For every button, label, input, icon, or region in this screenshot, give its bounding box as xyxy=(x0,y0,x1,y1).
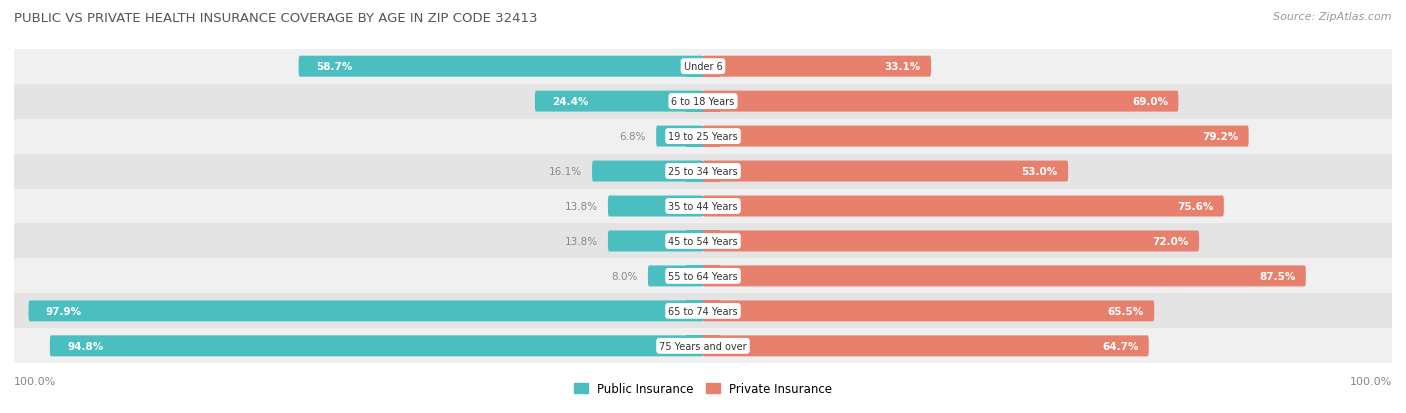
Text: 100.0%: 100.0% xyxy=(1350,376,1392,386)
FancyBboxPatch shape xyxy=(703,301,1154,322)
FancyBboxPatch shape xyxy=(298,57,703,78)
FancyBboxPatch shape xyxy=(703,126,1249,147)
Text: 72.0%: 72.0% xyxy=(1153,236,1188,247)
FancyBboxPatch shape xyxy=(703,161,1069,182)
Bar xyxy=(703,161,720,182)
Text: 94.8%: 94.8% xyxy=(67,341,104,351)
FancyBboxPatch shape xyxy=(703,196,1223,217)
Text: 24.4%: 24.4% xyxy=(553,97,589,107)
Text: 75.6%: 75.6% xyxy=(1177,202,1213,211)
Bar xyxy=(14,119,1392,154)
FancyBboxPatch shape xyxy=(703,266,1306,287)
Bar xyxy=(14,259,1392,294)
Bar xyxy=(14,50,1392,84)
Text: 100.0%: 100.0% xyxy=(14,376,56,386)
Text: 64.7%: 64.7% xyxy=(1102,341,1139,351)
Bar xyxy=(703,266,720,287)
Bar xyxy=(703,231,720,252)
Text: PUBLIC VS PRIVATE HEALTH INSURANCE COVERAGE BY AGE IN ZIP CODE 32413: PUBLIC VS PRIVATE HEALTH INSURANCE COVER… xyxy=(14,12,537,25)
Bar xyxy=(703,301,720,322)
Bar xyxy=(686,196,703,217)
Bar xyxy=(686,57,703,78)
Bar xyxy=(703,126,720,147)
Text: 65.5%: 65.5% xyxy=(1108,306,1144,316)
Text: 58.7%: 58.7% xyxy=(316,62,352,72)
Bar xyxy=(686,126,703,147)
Bar xyxy=(14,329,1392,363)
Text: 16.1%: 16.1% xyxy=(548,166,582,177)
Bar xyxy=(14,154,1392,189)
Bar xyxy=(703,91,720,112)
Text: 6.8%: 6.8% xyxy=(619,132,645,142)
FancyBboxPatch shape xyxy=(28,301,703,322)
Bar xyxy=(14,84,1392,119)
Text: 79.2%: 79.2% xyxy=(1202,132,1239,142)
Bar xyxy=(686,91,703,112)
FancyBboxPatch shape xyxy=(703,57,931,78)
Text: 8.0%: 8.0% xyxy=(612,271,637,281)
FancyBboxPatch shape xyxy=(607,231,703,252)
Text: 65 to 74 Years: 65 to 74 Years xyxy=(668,306,738,316)
Bar xyxy=(703,196,720,217)
Text: Under 6: Under 6 xyxy=(683,62,723,72)
Bar xyxy=(686,301,703,322)
Bar xyxy=(686,161,703,182)
FancyBboxPatch shape xyxy=(648,266,703,287)
FancyBboxPatch shape xyxy=(49,335,703,356)
Bar xyxy=(703,335,720,356)
FancyBboxPatch shape xyxy=(657,126,703,147)
FancyBboxPatch shape xyxy=(607,196,703,217)
FancyBboxPatch shape xyxy=(703,91,1178,112)
Text: 97.9%: 97.9% xyxy=(46,306,82,316)
Text: 13.8%: 13.8% xyxy=(564,202,598,211)
FancyBboxPatch shape xyxy=(534,91,703,112)
Text: 75 Years and over: 75 Years and over xyxy=(659,341,747,351)
Legend: Public Insurance, Private Insurance: Public Insurance, Private Insurance xyxy=(574,382,832,395)
Text: 55 to 64 Years: 55 to 64 Years xyxy=(668,271,738,281)
Bar xyxy=(686,335,703,356)
FancyBboxPatch shape xyxy=(592,161,703,182)
Bar xyxy=(14,189,1392,224)
Bar xyxy=(14,294,1392,329)
Bar xyxy=(686,231,703,252)
Text: 6 to 18 Years: 6 to 18 Years xyxy=(672,97,734,107)
Bar xyxy=(14,224,1392,259)
Text: 69.0%: 69.0% xyxy=(1132,97,1168,107)
Text: 19 to 25 Years: 19 to 25 Years xyxy=(668,132,738,142)
FancyBboxPatch shape xyxy=(703,231,1199,252)
FancyBboxPatch shape xyxy=(703,335,1149,356)
Text: 25 to 34 Years: 25 to 34 Years xyxy=(668,166,738,177)
Bar xyxy=(703,57,720,78)
Text: 53.0%: 53.0% xyxy=(1022,166,1057,177)
Text: 33.1%: 33.1% xyxy=(884,62,921,72)
Text: 45 to 54 Years: 45 to 54 Years xyxy=(668,236,738,247)
Text: 87.5%: 87.5% xyxy=(1260,271,1295,281)
Text: 13.8%: 13.8% xyxy=(564,236,598,247)
Bar xyxy=(686,266,703,287)
Text: 35 to 44 Years: 35 to 44 Years xyxy=(668,202,738,211)
Text: Source: ZipAtlas.com: Source: ZipAtlas.com xyxy=(1274,12,1392,22)
